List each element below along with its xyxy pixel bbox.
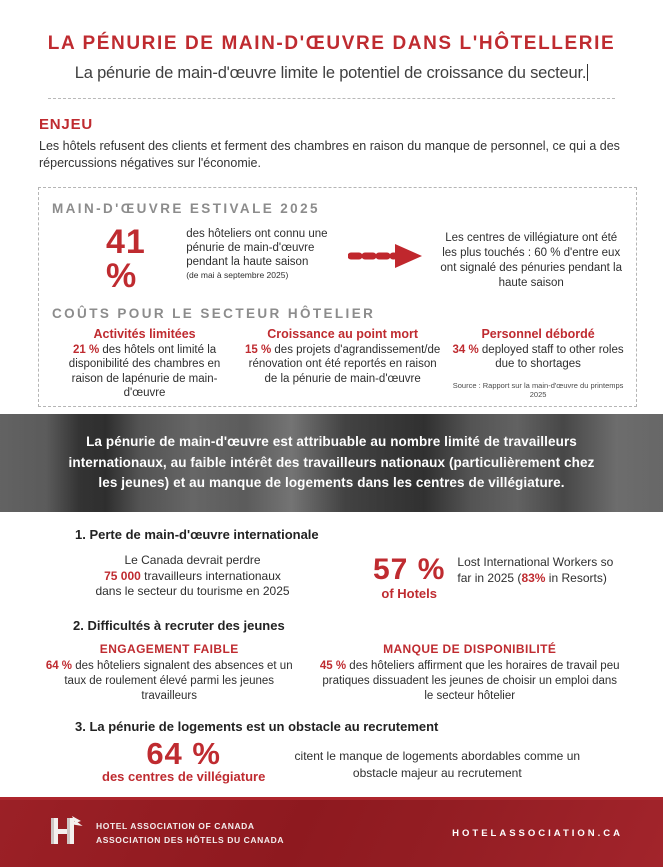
availability-percent: 45 % [319,659,347,672]
org-name-en: HOTEL ASSOCIATION OF CANADA [96,821,255,832]
section1-line2: travailleurs internationaux [140,568,281,583]
stat-41-description: des hôteliers ont connu une pénurie de m… [186,227,334,280]
hac-org-names: HOTEL ASSOCIATION OF CANADA ASSOCIATION … [96,820,284,846]
stat-57-label: of Hotels [381,585,437,601]
section2-heading: 2. Difficultés à recruter des jeunes [73,617,285,633]
stat-64-description: citent le manque de logements abordables… [294,749,581,780]
section1-heading: 1. Perte de main-d'œuvre internationale [75,526,319,542]
cost-description: des hôtels ont limité la disponibilité d… [68,343,221,399]
cost-column-stalled-growth: Croissance au point mort 15 % des projet… [243,327,442,401]
page-subtitle: La pénurie de main-d'œuvre limite le pot… [0,64,663,83]
availability-title: MANQUE DE DISPONIBILITÉ [383,641,557,656]
workers-lost-number: 75 000 [104,568,141,583]
availability-description: des hôteliers affirment que les horaires… [322,659,620,702]
resorts-impact-text: Les centres de villégiature ont été les … [440,231,622,289]
stat-57-block: 57 % of Hotels [373,552,446,601]
engagement-description: des hôteliers signalent des absences et … [64,659,293,702]
availability-text: 45 % des hôteliers affirment que les hor… [316,659,623,704]
low-engagement-column: ENGAGEMENT FAIBLE 64 % des hôteliers sig… [40,642,298,704]
stat-57-text-before: Lost International Workers so far in 202… [457,554,614,585]
stat-41-text: des hôteliers ont connu une pénurie de m… [186,227,328,268]
section1-hotels-stat: 57 % of Hotels Lost International Worker… [373,552,622,601]
dashed-arrow-icon [347,241,426,276]
photo-banner: La pénurie de main-d'œuvre est attribuab… [0,413,663,512]
cost-percent: 15 % [245,343,272,356]
engagement-percent: 64 % [45,659,73,672]
summer-workforce-box: MAIN-D'ŒUVRE ESTIVALE 2025 41 % des hôte… [38,186,637,407]
costs-columns: Activités limitées 21 % des hôtels ont l… [52,327,626,401]
stat-41-percent: 41 % [106,222,146,295]
stat-64-percent: 64 % [146,735,221,771]
stat-41-note: (de mai à septembre 2025) [186,269,289,280]
section3-heading: 3. La pénurie de logements est un obstac… [75,718,439,734]
stat-57-percent: 57 % [373,552,446,586]
cost-description: deployed staff to other roles due to sho… [478,343,624,371]
stat-64-block: 64 % des centres de villégiature [102,738,265,784]
subtitle-text: La pénurie de main-d'œuvre limite le pot… [74,64,587,82]
cost-column-overworked-staff: Personnel débordé 34 % deployed staff to… [450,327,626,401]
page-title: LA PÉNURIE DE MAIN-D'ŒUVRE DANS L'HÔTELL… [47,33,616,54]
cost-column-limited-activities: Activités limitées 21 % des hôtels ont l… [52,327,237,401]
availability-column: MANQUE DE DISPONIBILITÉ 45 % des hôtelie… [256,642,623,704]
website-link[interactable]: HOTELASSOCIATION.CA [452,828,623,839]
cost-column-text: 15 % des projets d'agrandissement/de rén… [243,343,442,386]
low-engagement-text: 64 % des hôteliers signalent des absence… [40,659,298,704]
section2-columns: ENGAGEMENT FAIBLE 64 % des hôteliers sig… [40,642,623,704]
costs-heading: COÛTS POUR LE SECTEUR HÔTELIER [52,305,376,321]
causes-sections: 1. Perte de main-d'œuvre internationale … [0,512,663,784]
cost-column-title: Activités limitées [93,326,196,341]
hac-logo-group: HOTEL ASSOCIATION OF CANADA ASSOCIATION … [46,813,284,854]
hac-logo-icon [46,813,86,854]
cost-column-text: 34 % deployed staff to other roles due t… [450,343,626,372]
section1-line3: dans le secteur du tourisme en 2025 [95,584,290,599]
cost-column-title: Croissance au point mort [267,326,418,341]
cost-column-title: Personnel débordé [481,326,595,341]
section1-line1: Le Canada devrait perdre [124,552,261,567]
source-note: Source : Rapport sur la main-d'œuvre du … [452,380,624,399]
cost-column-text: 21 % des hôtels ont limité la disponibil… [52,343,237,401]
issue-section: ENJEU Les hôtels refusent des clients et… [39,116,623,172]
dashed-divider [48,98,615,99]
cost-percent: 34 % [452,343,479,356]
issue-heading: ENJEU [39,116,94,133]
section3-row: 64 % des centres de villégiature citent … [40,738,623,784]
footer: HOTEL ASSOCIATION OF CANADA ASSOCIATION … [0,797,663,867]
stat-57-text-after: in Resorts) [545,570,607,585]
section1-canada-stat: Le Canada devrait perdre 75 000 travaill… [40,553,345,601]
banner-statement: La pénurie de main-d'œuvre est attribuab… [68,434,595,490]
cost-description: des projets d'agrandissement/de rénovati… [248,343,441,385]
low-engagement-title: ENGAGEMENT FAIBLE [99,641,239,656]
summer-box-heading: MAIN-D'ŒUVRE ESTIVALE 2025 [52,200,320,216]
text-cursor [587,64,589,81]
document-header: LA PÉNURIE DE MAIN-D'ŒUVRE DANS L'HÔTELL… [0,0,663,83]
stat-57-description: Lost International Workers so far in 202… [457,555,622,601]
org-name-fr: ASSOCIATION DES HÔTELS DU CANADA [96,834,285,845]
section1-row: Le Canada devrait perdre 75 000 travaill… [40,553,623,601]
resorts-percent: 83% [521,570,546,585]
cost-percent: 21 % [72,343,100,356]
stat-64-label: des centres de villégiature [102,768,266,784]
issue-body: Les hôtels refusent des clients et ferme… [39,139,620,170]
summer-stat-row: 41 % des hôteliers ont connu une pénurie… [52,225,626,293]
